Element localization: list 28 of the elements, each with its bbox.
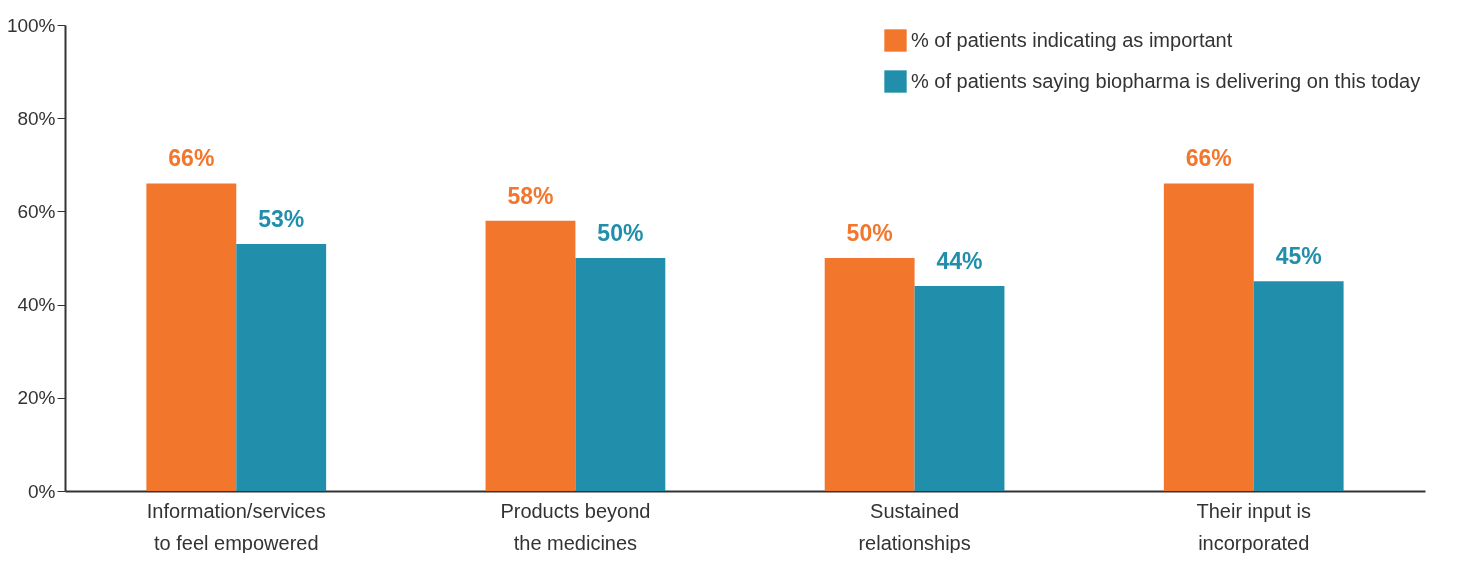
y-tick-label: 40%	[17, 294, 56, 316]
bar	[575, 258, 666, 491]
x-tick-label: Sustained relationships	[858, 499, 971, 554]
bar	[146, 183, 237, 491]
data-label: 66%	[168, 145, 215, 172]
legend-label: % of patients indicating as important	[911, 28, 1233, 51]
data-label: 58%	[507, 182, 554, 209]
data-label: 45%	[1275, 243, 1322, 270]
data-label: 53%	[258, 206, 305, 233]
y-tick-label: 60%	[17, 200, 56, 222]
data-label: 66%	[1185, 145, 1232, 172]
y-tick-label: 80%	[17, 107, 56, 129]
data-label: 50%	[846, 220, 893, 246]
bar	[236, 244, 327, 491]
y-tick-label: 20%	[17, 387, 56, 409]
bar	[1253, 281, 1344, 491]
y-tick-label: 100%	[6, 14, 56, 36]
x-tick-label: Products beyond the medicines	[500, 499, 651, 554]
bar	[1163, 183, 1254, 491]
x-tick-label: Information/services to feel empowered	[146, 499, 326, 554]
bar	[485, 220, 576, 491]
data-label: 50%	[597, 220, 644, 246]
data-label: 44%	[936, 247, 983, 274]
x-tick-label: Their input is incorporated	[1196, 499, 1311, 554]
legend-label: % of patients saying biopharma is delivering on this today	[911, 69, 1421, 92]
bar	[914, 285, 1005, 491]
bar	[824, 258, 915, 491]
y-tick-label: 0%	[28, 480, 56, 502]
